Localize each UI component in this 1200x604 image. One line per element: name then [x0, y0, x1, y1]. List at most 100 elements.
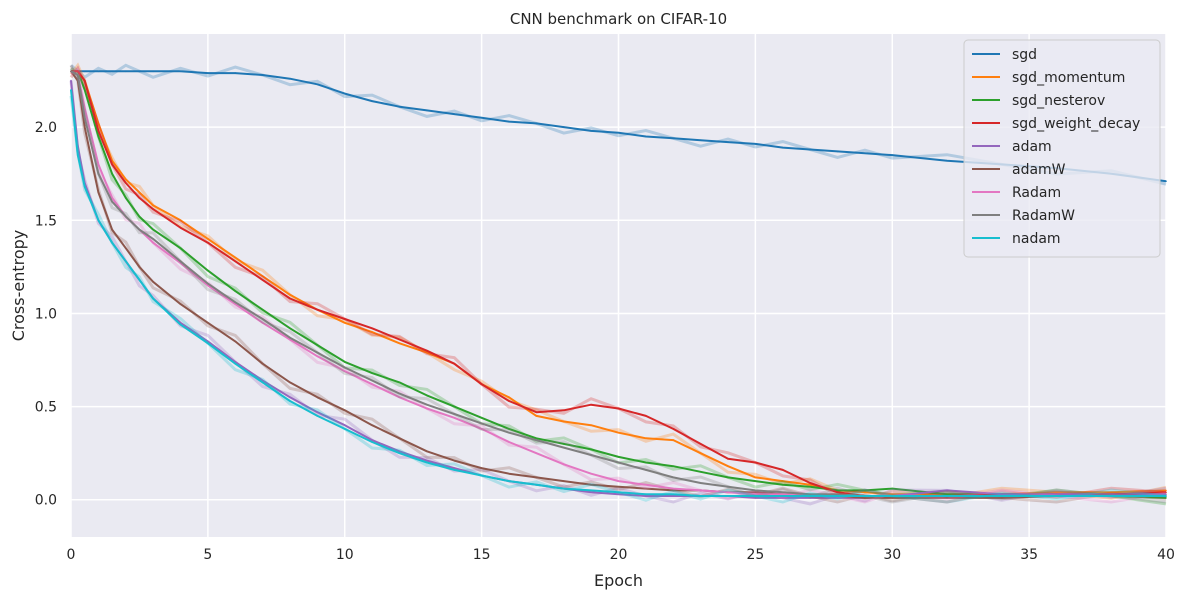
- data-point-sgd_nesterov: [83, 89, 86, 91]
- data-point-adamW: [891, 497, 894, 499]
- data-point-sgd: [891, 154, 894, 156]
- data-point-RadamW: [152, 238, 154, 240]
- data-point-sgd_momentum: [398, 342, 401, 345]
- data-point-nadam: [1165, 495, 1167, 497]
- data-point-Radam: [344, 370, 346, 373]
- data-point-sgd_nesterov: [891, 487, 894, 490]
- data-point-adamW: [179, 303, 182, 305]
- data-point-nadam: [152, 297, 154, 300]
- data-point-RadamW: [508, 431, 510, 434]
- data-point-Radam: [645, 484, 647, 486]
- data-point-sgd_weight_decay: [645, 415, 647, 417]
- data-point-RadamW: [207, 282, 209, 285]
- data-point-Radam: [590, 472, 592, 475]
- data-point-sgd_momentum: [138, 191, 141, 194]
- data-point-RadamW: [234, 301, 237, 304]
- data-point-Radam: [426, 407, 428, 410]
- data-point-sgd_momentum: [590, 424, 592, 427]
- data-point-sgd_weight_decay: [289, 297, 291, 300]
- data-point-sgd: [946, 159, 948, 162]
- data-point-sgd_weight_decay: [179, 226, 182, 229]
- data-point-sgd_weight_decay: [672, 428, 675, 430]
- data-point-adam: [1110, 493, 1113, 496]
- data-point-sgd: [836, 150, 839, 153]
- data-point-Radam: [672, 487, 675, 490]
- data-point-sgd_momentum: [371, 331, 373, 333]
- data-point-RadamW: [727, 485, 729, 488]
- data-point-sgd_nesterov: [563, 443, 565, 445]
- data-point-sgd: [261, 74, 264, 76]
- data-point-Radam: [97, 163, 100, 166]
- legend-label-RadamW: RadamW: [1012, 208, 1075, 224]
- y-tick-label: 0.0: [35, 493, 57, 509]
- data-point-nadam: [480, 474, 483, 477]
- data-point-RadamW: [97, 172, 100, 175]
- data-point-sgd_nesterov: [111, 172, 113, 175]
- data-point-nadam: [261, 381, 264, 384]
- data-point-adamW: [535, 476, 538, 479]
- data-point-sgd_momentum: [1055, 491, 1058, 494]
- series-raw-sgd: [70, 63, 1167, 186]
- y-tick-label: 2.0: [35, 120, 57, 136]
- data-point-sgd_nesterov: [234, 290, 237, 292]
- data-point-sgd: [426, 109, 428, 112]
- data-point-sgd_nesterov: [316, 344, 319, 346]
- data-point-sgd_momentum: [727, 465, 729, 468]
- data-point-sgd_nesterov: [97, 135, 100, 138]
- data-point-sgd_nesterov: [754, 480, 757, 482]
- data-point-Radam: [535, 452, 538, 455]
- data-point-sgd: [316, 83, 319, 86]
- data-point-sgd_nesterov: [508, 428, 510, 430]
- data-point-RadamW: [535, 439, 538, 441]
- data-point-adam: [207, 340, 209, 343]
- series-line-sgd: [71, 70, 1167, 183]
- data-point-sgd_weight_decay: [699, 443, 702, 445]
- data-point-sgd_weight_decay: [344, 318, 346, 320]
- data-point-nadam: [1001, 495, 1003, 497]
- data-point-RadamW: [344, 366, 346, 369]
- data-point-Radam: [83, 107, 86, 110]
- data-point-sgd_weight_decay: [836, 491, 839, 494]
- data-point-nadam: [97, 219, 100, 222]
- data-point-nadam: [1110, 495, 1113, 497]
- data-point-RadamW: [754, 489, 757, 492]
- data-point-sgd_nesterov: [672, 465, 675, 468]
- data-point-adam: [371, 439, 373, 441]
- data-point-adamW: [83, 126, 86, 128]
- data-point-sgd_momentum: [1110, 491, 1113, 494]
- data-point-sgd_momentum: [617, 431, 620, 434]
- data-point-sgd_nesterov: [207, 269, 209, 272]
- data-point-sgd_momentum: [1165, 489, 1167, 492]
- data-point-sgd_weight_decay: [617, 407, 620, 410]
- x-tick-label: 35: [1020, 547, 1038, 563]
- y-axis-label: Cross-entropy: [9, 230, 28, 342]
- data-point-sgd_weight_decay: [809, 482, 811, 484]
- x-tick-label: 40: [1157, 547, 1175, 563]
- data-point-sgd_nesterov: [809, 485, 811, 488]
- data-point-sgd_momentum: [699, 452, 702, 455]
- data-point-nadam: [754, 495, 757, 497]
- legend-label-nadam: nadam: [1012, 231, 1061, 247]
- data-point-sgd_weight_decay: [782, 469, 784, 471]
- data-point-adam: [344, 424, 346, 427]
- data-point-nadam: [617, 491, 620, 494]
- legend-label-adam: adam: [1012, 139, 1052, 155]
- data-point-sgd_weight_decay: [535, 411, 538, 414]
- data-point-sgd: [699, 139, 702, 141]
- data-point-nadam: [398, 452, 401, 455]
- data-point-adam: [398, 450, 401, 453]
- data-point-sgd_weight_decay: [234, 260, 237, 263]
- data-point-sgd_nesterov: [289, 327, 291, 330]
- data-point-sgd: [864, 152, 866, 154]
- data-point-sgd: [398, 105, 401, 108]
- data-point-sgd_nesterov: [727, 476, 729, 479]
- data-point-RadamW: [179, 260, 182, 263]
- data-point-adamW: [97, 191, 100, 194]
- data-point-Radam: [398, 396, 401, 399]
- data-point-RadamW: [590, 454, 592, 456]
- data-point-nadam: [563, 487, 565, 490]
- data-point-RadamW: [672, 476, 675, 479]
- data-point-Radam: [480, 428, 483, 430]
- data-point-sgd_momentum: [864, 491, 866, 494]
- data-point-adam: [426, 459, 428, 462]
